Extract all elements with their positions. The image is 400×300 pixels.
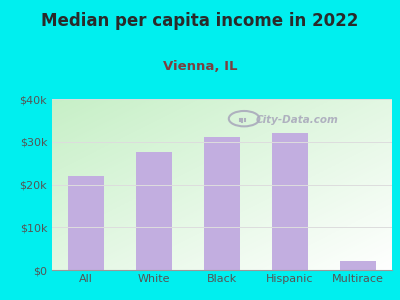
Bar <box>272 133 308 270</box>
Text: Median per capita income in 2022: Median per capita income in 2022 <box>41 12 359 30</box>
Bar <box>68 176 104 270</box>
Bar <box>204 136 240 270</box>
Bar <box>340 261 376 270</box>
Text: City-Data.com: City-Data.com <box>256 115 339 124</box>
Text: Vienna, IL: Vienna, IL <box>163 60 237 73</box>
Bar <box>136 152 172 270</box>
